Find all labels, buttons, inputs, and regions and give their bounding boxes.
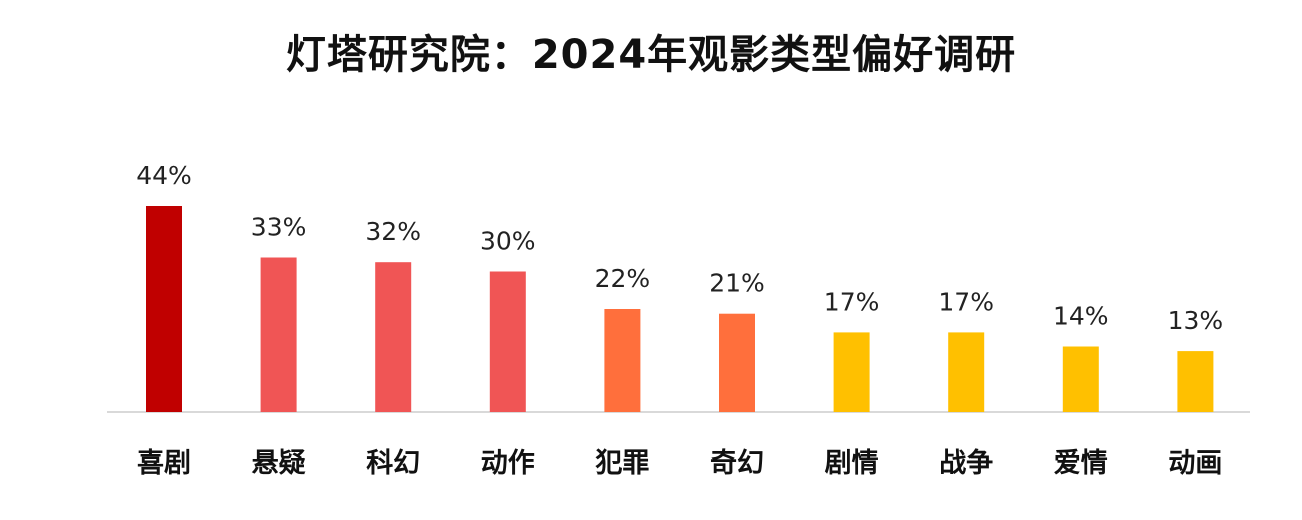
value-label-7: 17% [938, 287, 994, 316]
value-label-2: 32% [365, 217, 421, 246]
category-label-9: 动画 [1168, 448, 1222, 479]
bar-0 [146, 206, 182, 412]
category-label-0: 喜剧 [137, 448, 191, 479]
value-label-0: 44% [136, 161, 192, 190]
value-label-1: 33% [251, 213, 307, 242]
category-label-1: 悬疑 [252, 448, 306, 479]
category-label-2: 科幻 [366, 448, 420, 479]
bar-9 [1177, 351, 1214, 412]
bar-8 [1062, 346, 1099, 412]
chart-title: 灯塔研究院：2024年观影类型偏好调研 [285, 32, 1017, 78]
value-label-3: 30% [480, 227, 536, 256]
bar-3 [489, 271, 526, 412]
category-label-3: 动作 [481, 448, 535, 479]
bars-group [146, 206, 1214, 412]
value-labels-group: 44% 33% 32% 30% 22% 21% 17% 17% 14% 13% [136, 161, 1223, 335]
category-label-7: 战争 [939, 448, 993, 479]
category-label-5: 奇幻 [710, 448, 764, 479]
bar-5 [719, 313, 755, 412]
value-label-9: 13% [1168, 306, 1224, 335]
category-label-4: 犯罪 [595, 448, 649, 479]
category-label-8: 爱情 [1054, 448, 1108, 479]
category-label-6: 剧情 [825, 448, 879, 479]
bar-4 [604, 309, 641, 412]
value-label-4: 22% [595, 264, 651, 293]
bar-1 [260, 257, 297, 412]
value-label-8: 14% [1053, 302, 1109, 331]
value-label-6: 17% [824, 287, 880, 316]
bar-7 [948, 332, 985, 412]
category-labels-group: 喜剧 悬疑 科幻 动作 犯罪 奇幻 剧情 战争 爱情 动画 [137, 448, 1222, 479]
bar-6 [833, 332, 870, 412]
value-label-5: 21% [709, 269, 765, 298]
bar-2 [375, 262, 412, 412]
